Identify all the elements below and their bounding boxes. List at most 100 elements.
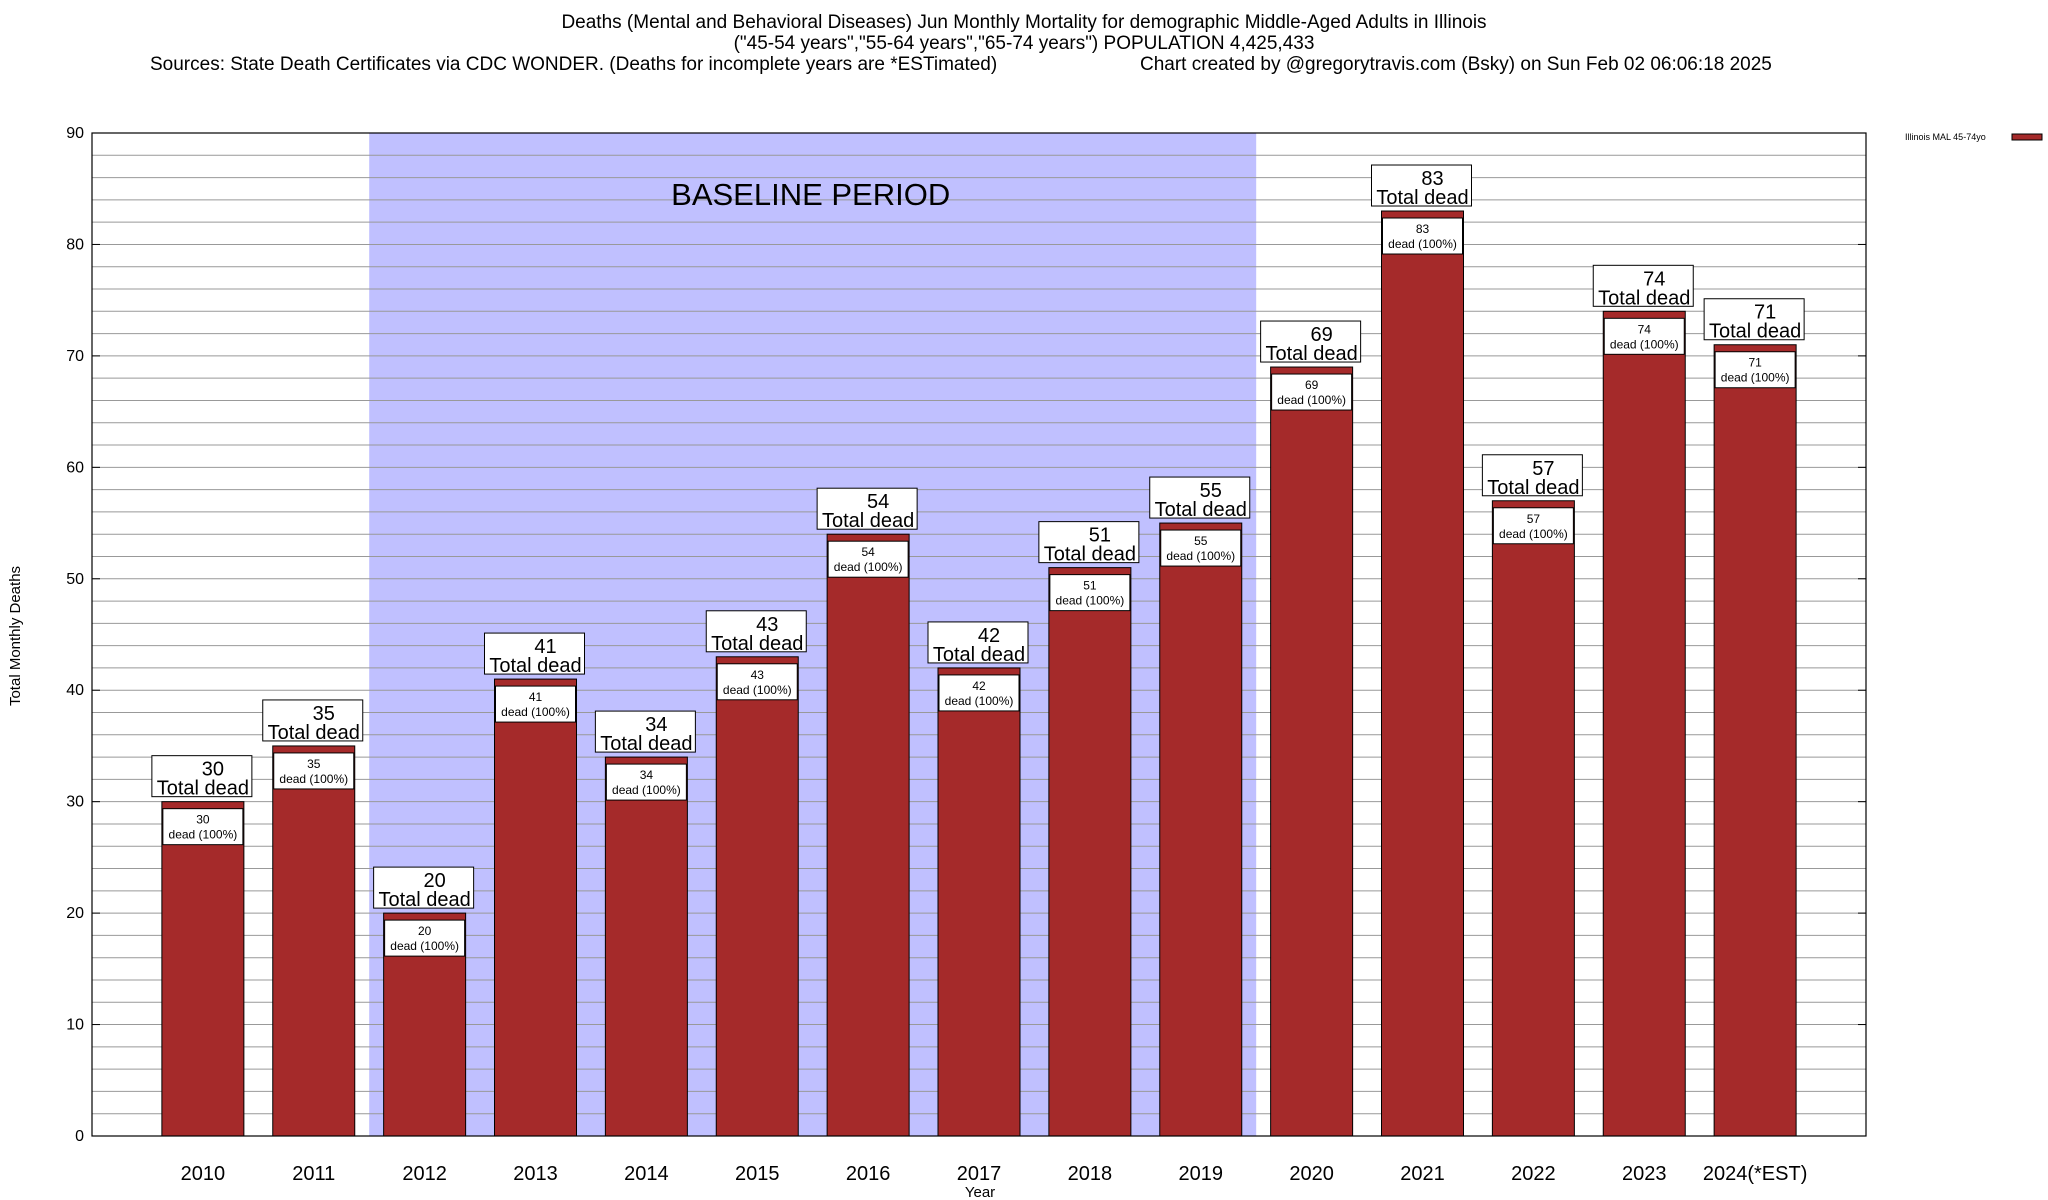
- bar-inner-value: 57: [1527, 512, 1541, 526]
- bar-top-value: 35: [313, 703, 335, 725]
- x-tick-label: 2015: [735, 1163, 780, 1185]
- bar: [1713, 344, 1797, 1137]
- x-tick-label: 2024(*EST): [1703, 1163, 1808, 1185]
- bar-top-label-box: [1038, 521, 1140, 564]
- y-tick-label: 0: [75, 1128, 84, 1145]
- x-tick-label: 2013: [513, 1163, 558, 1185]
- bar-top-label: Total dead: [1376, 187, 1468, 209]
- bar-top-label-box: [151, 755, 253, 798]
- x-tick-label: 2022: [1511, 1163, 1556, 1185]
- bar-top-label: Total dead: [711, 633, 803, 655]
- bar-inner-value: 42: [972, 679, 986, 693]
- bar-inner-label-box: [162, 808, 244, 846]
- bar-inner-label: dead (100%): [390, 939, 459, 953]
- bar-top-value: 34: [645, 714, 667, 736]
- bar: [604, 756, 688, 1137]
- bar-inner-label-box: [827, 540, 909, 578]
- bar: [494, 678, 577, 1137]
- bar-top-label-box: [1371, 164, 1472, 207]
- x-tick-label: 2017: [957, 1163, 1002, 1185]
- bar-top-label: Total dead: [822, 510, 914, 532]
- y-tick-label: 90: [66, 125, 84, 142]
- y-axis-label: Total Monthly Deaths: [7, 566, 24, 706]
- bar: [272, 745, 356, 1137]
- bar-inner-value: 43: [751, 668, 765, 682]
- bar: [1048, 567, 1132, 1137]
- bar-inner-label-box: [495, 685, 576, 723]
- x-tick-label: 2019: [1179, 1163, 1224, 1185]
- bar-inner-label: dead (100%): [501, 705, 570, 719]
- bar-top-label: Total dead: [489, 655, 581, 677]
- x-tick-label: 2014: [624, 1163, 669, 1185]
- bar-top-label: Total dead: [1487, 477, 1579, 499]
- bar-top-label-box: [1703, 298, 1805, 341]
- bar-inner-value: 54: [861, 545, 875, 559]
- bar-inner-value: 41: [529, 690, 543, 704]
- bar-top-value: 83: [1421, 168, 1443, 190]
- bar-inner-label: dead (100%): [169, 828, 238, 842]
- x-tick-label: 2012: [402, 1163, 447, 1185]
- x-tick-label: 2023: [1622, 1163, 1667, 1185]
- bar-top-label: Total dead: [1709, 321, 1801, 343]
- baseline-band-label: BASELINE PERIOD: [671, 177, 950, 212]
- bar-inner-label: dead (100%): [1499, 527, 1568, 541]
- x-tick-label: 2018: [1068, 1163, 1113, 1185]
- bar-top-label-box: [1149, 476, 1251, 519]
- x-tick-label: 2010: [181, 1163, 226, 1185]
- bar-inner-label-box: [1492, 507, 1574, 545]
- bar-top-value: 30: [202, 759, 224, 781]
- y-tick-label: 80: [66, 236, 84, 253]
- bar-top-label-box: [594, 710, 696, 753]
- bar-inner-value: 69: [1305, 378, 1319, 392]
- bar-inner-label: dead (100%): [1610, 337, 1679, 351]
- chart-credit: Chart created by @gregorytravis.com (Bsk…: [1140, 54, 1772, 75]
- bar-top-label: Total dead: [268, 722, 360, 744]
- bar-top-label: Total dead: [1598, 287, 1690, 309]
- bar-top-label: Total dead: [1155, 499, 1247, 521]
- x-axis-label: Year: [965, 1184, 995, 1200]
- y-tick-label: 70: [66, 348, 84, 365]
- x-tick-label: 2020: [1289, 1163, 1334, 1185]
- bar-inner-label-box: [1049, 574, 1131, 612]
- bar-inner-label-box: [273, 752, 355, 790]
- bar-inner-value: 20: [418, 924, 432, 938]
- bar-inner-value: 35: [307, 757, 321, 771]
- y-tick-label: 60: [66, 459, 84, 476]
- bar-top-value: 20: [424, 870, 446, 892]
- bar-top-value: 43: [756, 614, 778, 636]
- bar: [1159, 522, 1243, 1137]
- bar-top-label-box: [373, 866, 475, 909]
- bar-top-label: Total dead: [1044, 544, 1136, 566]
- y-tick-label: 10: [66, 1017, 84, 1034]
- bar-top-label-box: [705, 610, 807, 653]
- legend-label: Illinois MAL 45-74yo: [1905, 132, 1986, 142]
- bar: [1491, 500, 1575, 1137]
- bar-inner-label-box: [384, 919, 466, 957]
- bar-inner-value: 83: [1416, 222, 1430, 236]
- y-tick-label: 50: [66, 571, 84, 588]
- bar: [715, 656, 799, 1137]
- bar: [937, 667, 1021, 1137]
- bar-inner-value: 30: [196, 813, 210, 827]
- bar: [1381, 210, 1464, 1137]
- bar-top-label: Total dead: [600, 733, 692, 755]
- bar-top-value: 69: [1311, 324, 1333, 346]
- bar-inner-label: dead (100%): [1277, 393, 1346, 407]
- bar: [161, 801, 245, 1137]
- chart-sources: Sources: State Death Certificates via CD…: [150, 54, 998, 75]
- bar-inner-label: dead (100%): [1056, 594, 1125, 608]
- bar-inner-label-box: [1603, 317, 1685, 355]
- bar-top-label-box: [927, 621, 1029, 664]
- chart-subtitle: ("45-54 years","55-64 years","65-74 year…: [733, 33, 1315, 54]
- bar-inner-value: 71: [1748, 356, 1762, 370]
- bar: [1602, 310, 1686, 1137]
- bar-inner-label: dead (100%): [612, 783, 681, 797]
- bar-top-value: 51: [1089, 525, 1111, 547]
- bar-inner-label: dead (100%): [1166, 549, 1235, 563]
- bar-inner-label-box: [1714, 351, 1796, 389]
- bar-top-label-box: [1260, 320, 1362, 363]
- y-tick-label: 20: [66, 905, 84, 922]
- bar-top-label-box: [816, 487, 918, 530]
- chart-title: Deaths (Mental and Behavioral Diseases) …: [561, 12, 1487, 33]
